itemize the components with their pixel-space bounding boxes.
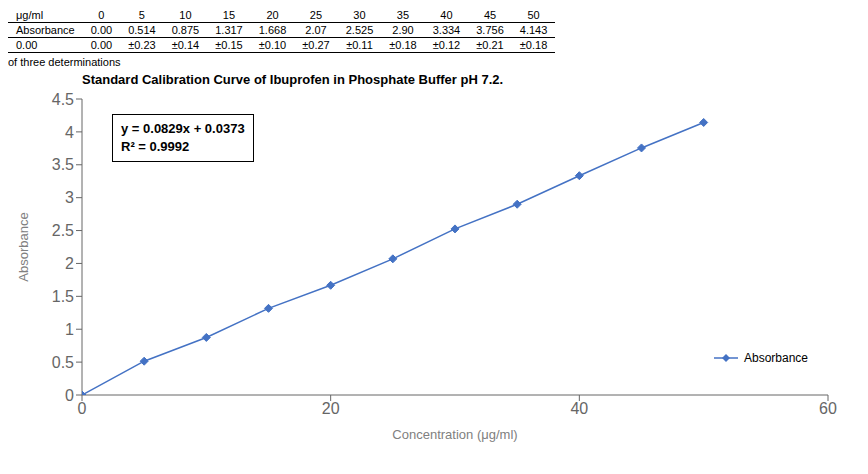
svg-text:4.5: 4.5 [52, 91, 74, 108]
svg-text:2.5: 2.5 [52, 222, 74, 239]
html-text:Standard Calibration Curve of: Standard Calibration Curve of Ibuprofen … [82, 72, 504, 87]
html-text:0.00: 0.00 [16, 39, 38, 51]
svg-text:0: 0 [65, 387, 74, 404]
html-text:35: 35 [396, 9, 410, 21]
svg-text:1.5: 1.5 [52, 288, 74, 305]
html-text:±0.10: ±0.10 [258, 39, 287, 51]
html-text:50: 50 [527, 9, 540, 21]
html-text:0.875: 0.875 [171, 24, 200, 36]
svg-text:40: 40 [570, 400, 588, 417]
svg-text:Concentration (μg/ml): Concentration (μg/ml) [392, 427, 517, 442]
html-text:±0.15: ±0.15 [215, 39, 243, 51]
html-text:±0.21: ±0.21 [476, 39, 504, 51]
svg-text:1: 1 [65, 321, 74, 338]
html-text:45: 45 [483, 9, 497, 21]
html-text:2.07: 2.07 [305, 24, 327, 36]
html-text:±0.27: ±0.27 [302, 39, 330, 51]
html-text:±0.11: ±0.11 [346, 39, 373, 51]
html-text:3.756: 3.756 [476, 24, 504, 36]
html-text:15: 15 [222, 9, 236, 21]
svg-text:3: 3 [65, 189, 74, 206]
html-text:3.334: 3.334 [432, 24, 461, 36]
svg-text:3.5: 3.5 [52, 156, 74, 173]
html-text:0.00: 0.00 [90, 24, 113, 36]
html-text:2.525: 2.525 [345, 24, 374, 36]
html-text:y = 0.0829x + 0.0373: y = 0.0829x + 0.0373 [121, 121, 245, 136]
html-text:5: 5 [138, 9, 145, 21]
html-text:of three determinations: of three determinations [8, 56, 121, 68]
html-text:0.514: 0.514 [128, 24, 156, 36]
html-text:40: 40 [440, 9, 453, 21]
html-text:2.90: 2.90 [392, 24, 414, 36]
html-text:1.317: 1.317 [215, 24, 243, 36]
svg-text:4: 4 [65, 124, 74, 141]
html-text:0: 0 [98, 9, 105, 21]
svg-text:20: 20 [322, 400, 340, 417]
svg-text:0: 0 [78, 400, 87, 417]
html-text:4.143: 4.143 [519, 24, 548, 36]
svg-text:Absorbance: Absorbance [16, 212, 31, 281]
html-text:μg/ml: μg/ml [16, 9, 44, 21]
html-text:±0.18: ±0.18 [389, 39, 417, 51]
html-text:±0.18: ±0.18 [519, 39, 548, 51]
html-text:Absorbance: Absorbance [16, 24, 75, 36]
html-text:0.00: 0.00 [90, 39, 113, 51]
html-text:30: 30 [353, 9, 366, 21]
svg-text:0.5: 0.5 [52, 354, 74, 371]
html-text:±0.23: ±0.23 [128, 39, 156, 51]
html-text:±0.14: ±0.14 [171, 39, 200, 51]
html-text:25: 25 [309, 9, 323, 21]
html-text:R² = 0.9992: R² = 0.9992 [121, 139, 190, 154]
svg-text:60: 60 [819, 400, 837, 417]
svg-text:2: 2 [65, 255, 74, 272]
html-text:1.668: 1.668 [258, 24, 287, 36]
html-text:10: 10 [179, 9, 192, 21]
html-text:Absorbance: Absorbance [744, 351, 808, 365]
html-text:20: 20 [266, 9, 279, 21]
html-text:±0.12: ±0.12 [432, 39, 461, 51]
